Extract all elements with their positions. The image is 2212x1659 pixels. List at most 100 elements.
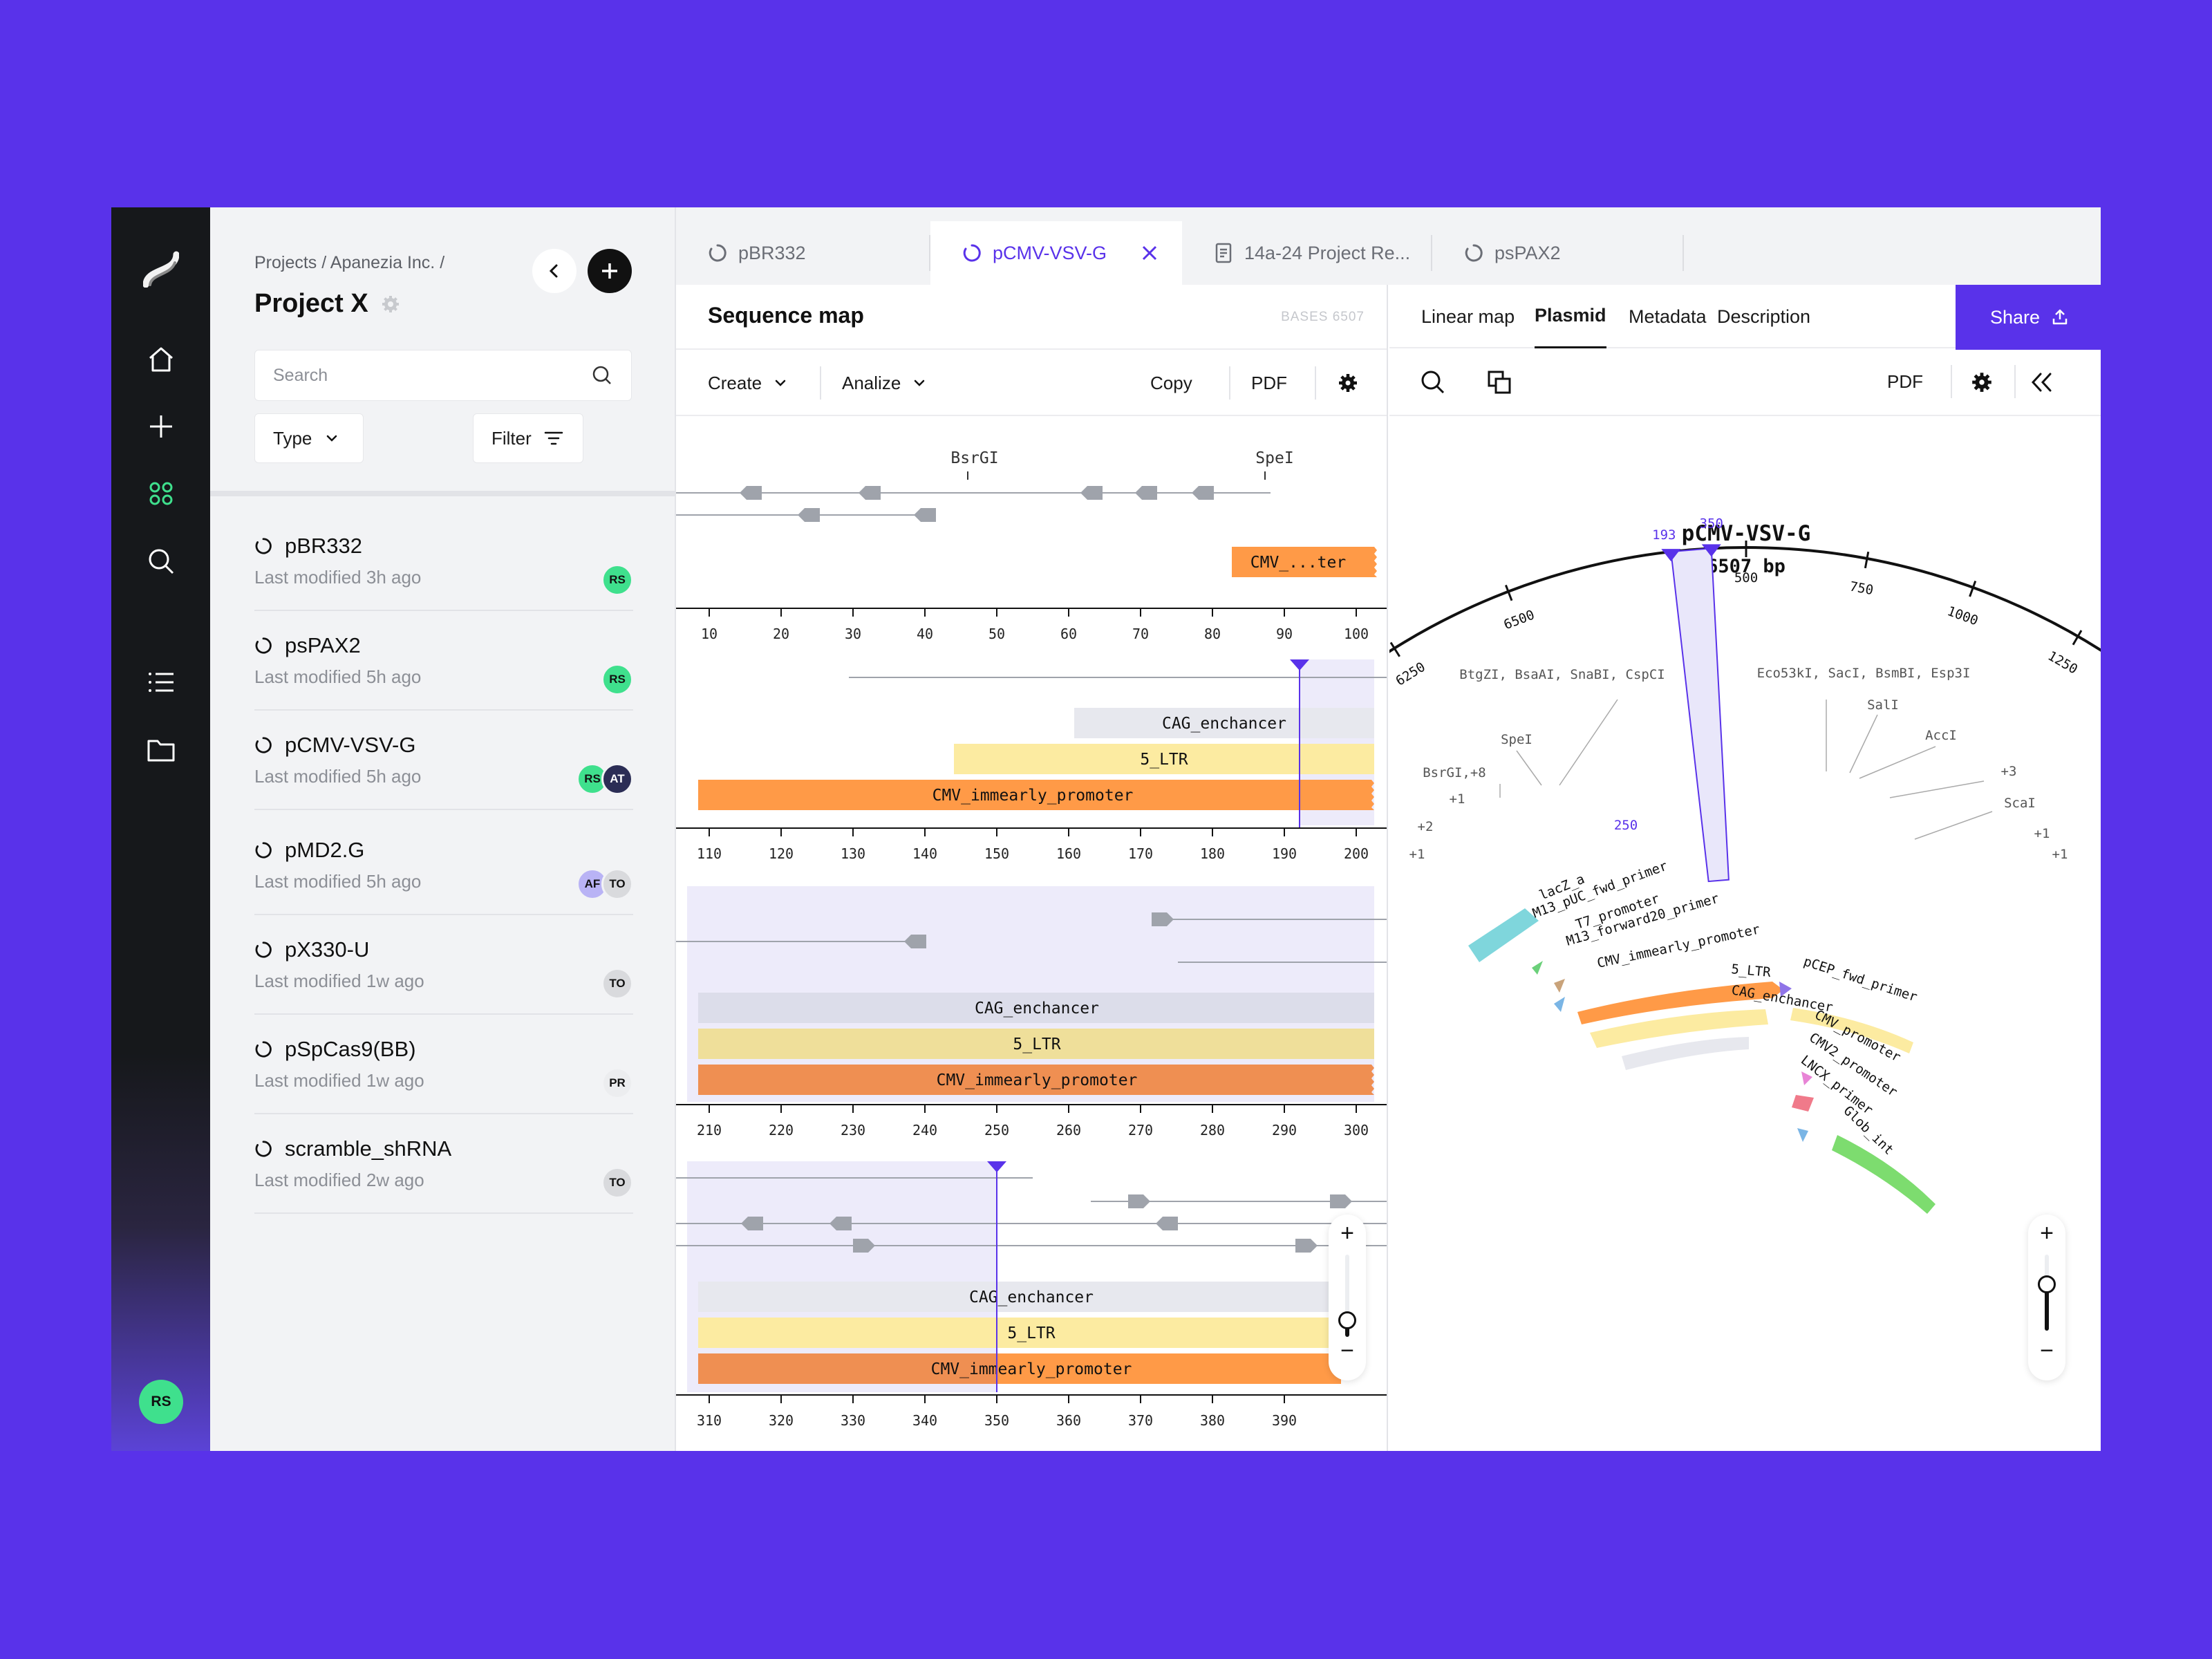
folder-icon[interactable] [144, 733, 178, 766]
tab-pcmv-vsv-g[interactable]: pCMV-VSV-G [930, 221, 1182, 285]
analize-dropdown[interactable]: Analize [842, 350, 927, 416]
zoom-in-button[interactable]: + [2040, 1220, 2054, 1246]
plasmid-pdf-button[interactable]: PDF [1887, 348, 1923, 415]
document-tabbar: pBR332 pCMV-VSV-G 14a-24 Project Re... p… [676, 207, 2101, 285]
feature-cmv-promoter-label: CMV_immearly_promoter [932, 787, 1134, 805]
feature-marker [1792, 1095, 1814, 1112]
project-name-text: psPAX2 [285, 633, 361, 657]
feature-cmv-immearly-bar [1577, 982, 1783, 1024]
restriction-enzyme-label: BsrGI,+8 [1423, 765, 1486, 780]
filter-icon [544, 431, 563, 445]
create-dropdown[interactable]: Create [708, 350, 788, 416]
document-icon [1215, 243, 1232, 263]
project-settings-gear-icon[interactable] [381, 294, 400, 314]
tab-description[interactable]: Description [1717, 285, 1810, 348]
copy-button[interactable]: Copy [1150, 350, 1192, 416]
sequence-settings-button[interactable] [1337, 350, 1359, 416]
project-list-item[interactable]: pBR332 Last modified 3h ago RS [254, 512, 633, 611]
restriction-enzyme-label: +2 [1418, 819, 1434, 834]
plasmid-tick [1389, 641, 1400, 657]
ring-icon [255, 941, 272, 958]
upload-icon [2052, 309, 2068, 325]
chevron-down-icon [775, 379, 786, 386]
feature-arrow [798, 508, 820, 522]
avatar[interactable]: TO [601, 1167, 633, 1199]
project-list-item[interactable]: psPAX2 Last modified 5h ago RS [254, 611, 633, 711]
filter-button[interactable]: Filter [473, 413, 583, 463]
avatar[interactable]: AT [601, 763, 633, 795]
plus-icon[interactable] [144, 410, 178, 443]
pdf-button[interactable]: PDF [1251, 350, 1287, 416]
project-list-item[interactable]: scramble_shRNA Last modified 2w ago TO [254, 1114, 633, 1214]
sequence-zoom-control[interactable]: + − [1329, 1215, 1366, 1380]
zoom-slider-handle[interactable] [1338, 1311, 1356, 1329]
zoom-out-button[interactable]: − [2040, 1338, 2054, 1364]
cursor-handle [1290, 659, 1309, 671]
ring-icon [963, 244, 981, 262]
zoom-slider-fill [1345, 1322, 1349, 1337]
feature-cag-enhancer [698, 1282, 1341, 1312]
gear-icon[interactable] [1970, 371, 1994, 394]
feature-marker [1779, 982, 1792, 997]
zoom-in-button[interactable]: + [1340, 1220, 1354, 1246]
list-icon[interactable] [144, 666, 178, 699]
home-icon[interactable] [144, 343, 178, 376]
tab-metadata[interactable]: Metadata [1629, 285, 1707, 348]
sequence-map-canvas[interactable]: BsrGI SpeI CMV_...ter 10 20 30 40 50 60 70 80 90 100… [676, 416, 1388, 1451]
projects-sidebar: Projects / Apanezia Inc. / Project X Sea… [210, 207, 676, 1451]
close-icon[interactable] [1139, 243, 1160, 263]
axis-tick-label: 170 [1128, 845, 1153, 862]
enzyme-leader-line [1559, 699, 1618, 786]
avatar[interactable]: TO [601, 868, 633, 900]
zoom-out-button[interactable]: − [1340, 1338, 1354, 1364]
tab-project-report[interactable]: 14a-24 Project Re... [1182, 221, 1432, 285]
feature-arrow [740, 486, 762, 500]
avatar[interactable]: RS [601, 564, 633, 596]
new-project-button[interactable] [588, 249, 632, 293]
avatar[interactable]: PR [601, 1067, 633, 1099]
avatar[interactable]: RS [601, 664, 633, 695]
project-list-item[interactable]: pCMV-VSV-G Last modified 5h ago RS AT [254, 711, 633, 810]
collapse-sidebar-button[interactable] [532, 249, 577, 293]
zoom-slider-track[interactable] [1345, 1255, 1349, 1331]
ring-icon [709, 244, 727, 262]
type-dropdown[interactable]: Type [254, 413, 364, 463]
toolbar-divider [1229, 366, 1230, 400]
search-icon[interactable] [144, 545, 178, 578]
project-name: pSpCas9(BB) [254, 1037, 416, 1062]
share-button[interactable]: Share [1956, 285, 2101, 350]
plasmid-zoom-control[interactable]: + − [2028, 1215, 2065, 1380]
breadcrumb[interactable]: Projects / Apanezia Inc. / [254, 253, 445, 272]
feature-5-ltr [954, 744, 1374, 774]
feature-lacz-bar [1468, 908, 1539, 962]
restriction-enzyme-label: +1 [1450, 791, 1465, 807]
project-list-item[interactable]: pX330-U Last modified 1w ago TO [254, 915, 633, 1015]
current-user-avatar[interactable]: RS [139, 1380, 183, 1424]
tab-pbr332[interactable]: pBR332 [676, 221, 930, 285]
app-logo[interactable] [143, 247, 179, 288]
project-list-item[interactable]: pSpCas9(BB) Last modified 1w ago PR [254, 1015, 633, 1114]
tab-plasmid[interactable]: Plasmid [1535, 285, 1606, 348]
feature-glob-bar [1832, 1135, 1936, 1214]
tab-pspax2[interactable]: psPAX2 [1432, 221, 1684, 285]
axis-tick-label: 350 [984, 1412, 1009, 1429]
project-list-item[interactable]: pMD2.G Last modified 5h ago AF TO [254, 816, 633, 915]
type-dropdown-label: Type [273, 427, 312, 449]
sequence-map-pane: Sequence map BASES 6507 Create Analize C… [676, 285, 1388, 1451]
zoom-slider-handle[interactable] [2038, 1275, 2056, 1293]
search-icon [592, 366, 611, 384]
collapse-panel-icon[interactable] [2028, 371, 2056, 394]
enzyme-leader-line [1516, 750, 1542, 786]
ring-icon [255, 637, 272, 654]
project-search-input[interactable]: Search [254, 350, 632, 401]
avatar[interactable]: TO [601, 968, 633, 1000]
tab-linear-map[interactable]: Linear map [1421, 285, 1515, 348]
project-modified: Last modified 1w ago [254, 1070, 424, 1091]
project-name: pBR332 [254, 534, 362, 559]
fit-to-view-icon[interactable] [1486, 369, 1512, 395]
search-icon[interactable] [1420, 369, 1446, 395]
grid-icon[interactable] [144, 477, 178, 510]
axis-tick-label: 230 [841, 1122, 865, 1138]
axis-tick-label: 120 [769, 845, 794, 862]
